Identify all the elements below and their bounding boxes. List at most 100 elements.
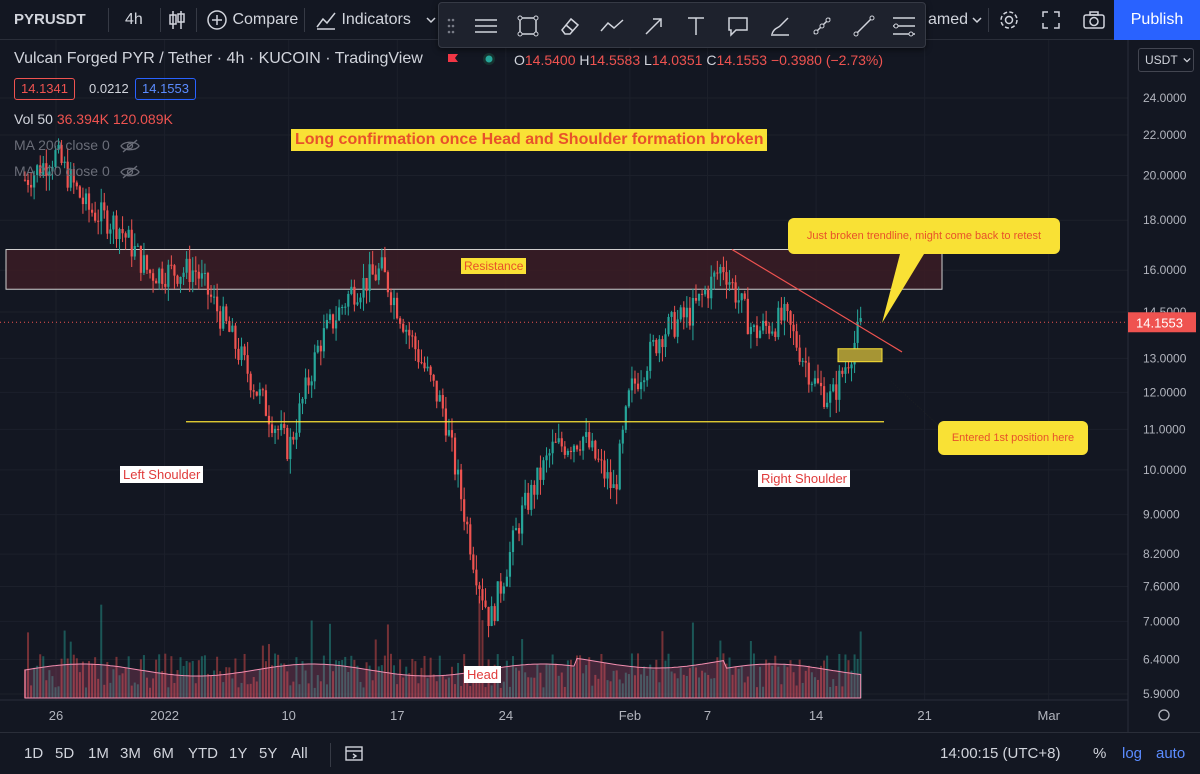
candle-body[interactable]: [112, 215, 115, 230]
candle-body[interactable]: [255, 391, 258, 396]
candle-body[interactable]: [578, 449, 582, 451]
candle-body[interactable]: [716, 272, 719, 274]
candle-body[interactable]: [301, 398, 304, 404]
candle-body[interactable]: [453, 437, 457, 475]
candle-body[interactable]: [69, 169, 72, 188]
candle-body[interactable]: [685, 307, 688, 318]
log-scale-toggle[interactable]: log: [1122, 745, 1143, 762]
path-tool-icon[interactable]: [595, 9, 629, 43]
candle-body[interactable]: [212, 296, 216, 298]
candle-body[interactable]: [167, 264, 170, 287]
candle-body[interactable]: [472, 554, 475, 570]
candle-body[interactable]: [121, 228, 124, 234]
candle-body[interactable]: [316, 345, 319, 353]
candle-body[interactable]: [502, 586, 505, 594]
candle-body[interactable]: [151, 273, 155, 281]
candle-body[interactable]: [334, 320, 338, 329]
candle-body[interactable]: [228, 321, 231, 332]
candle-body[interactable]: [511, 530, 515, 553]
candle-body[interactable]: [600, 459, 603, 461]
candle-body[interactable]: [524, 492, 527, 506]
percent-scale-toggle[interactable]: %: [1093, 745, 1107, 762]
candle-body[interactable]: [319, 345, 322, 352]
candle-body[interactable]: [758, 330, 762, 338]
candle-body[interactable]: [652, 339, 655, 342]
candle-body[interactable]: [414, 336, 417, 350]
candle-body[interactable]: [267, 415, 271, 425]
candle-body[interactable]: [66, 161, 69, 188]
candle-body[interactable]: [624, 406, 627, 430]
candle-body[interactable]: [270, 424, 274, 433]
candle-body[interactable]: [347, 293, 350, 307]
candle-body[interactable]: [81, 197, 85, 205]
candle-body[interactable]: [655, 339, 658, 354]
candle-body[interactable]: [469, 524, 472, 555]
candle-body[interactable]: [740, 293, 743, 301]
candle-body[interactable]: [374, 274, 377, 281]
candle-body[interactable]: [216, 296, 219, 312]
candle-body[interactable]: [365, 277, 368, 291]
candle-body[interactable]: [560, 438, 563, 447]
candle-body[interactable]: [246, 355, 249, 374]
candle-body[interactable]: [136, 245, 139, 247]
candle-body[interactable]: [286, 427, 289, 460]
candle-body[interactable]: [704, 290, 707, 295]
candle-body[interactable]: [838, 370, 841, 400]
entry-zone[interactable]: [837, 348, 883, 363]
candle-body[interactable]: [75, 182, 78, 187]
candle-body[interactable]: [243, 346, 246, 356]
candle-body[interactable]: [225, 306, 228, 322]
candle-body[interactable]: [777, 307, 780, 338]
candle-body[interactable]: [426, 366, 429, 369]
candle-body[interactable]: [517, 528, 521, 534]
candle-body[interactable]: [743, 293, 746, 299]
horizontal-lines-tool-icon[interactable]: [469, 9, 503, 43]
candle-body[interactable]: [170, 264, 173, 266]
candle-body[interactable]: [252, 390, 255, 392]
candle-body[interactable]: [395, 297, 399, 319]
candle-body[interactable]: [566, 450, 569, 455]
candle-body[interactable]: [478, 585, 481, 590]
candle-body[interactable]: [389, 292, 393, 306]
candle-body[interactable]: [417, 349, 420, 363]
candle-body[interactable]: [514, 528, 518, 531]
candle-body[interactable]: [148, 269, 152, 274]
candle-body[interactable]: [850, 364, 853, 369]
candle-body[interactable]: [289, 436, 292, 460]
candle-body[interactable]: [109, 229, 112, 234]
candle-body[interactable]: [57, 144, 60, 151]
candle-body[interactable]: [755, 325, 759, 338]
candle-body[interactable]: [307, 377, 310, 386]
timeframe-1m[interactable]: 1M: [88, 745, 109, 762]
candle-body[interactable]: [749, 327, 752, 335]
candle-body[interactable]: [33, 175, 36, 188]
candle-body[interactable]: [521, 505, 524, 534]
candle-body[interactable]: [710, 276, 713, 299]
candle-body[interactable]: [219, 311, 222, 329]
candle-body[interactable]: [667, 316, 670, 335]
candle-body[interactable]: [48, 171, 51, 177]
candle-body[interactable]: [106, 210, 109, 234]
candle-body[interactable]: [481, 589, 484, 601]
timeframe-6m[interactable]: 6M: [153, 745, 174, 762]
candle-body[interactable]: [496, 581, 499, 621]
candle-body[interactable]: [273, 428, 277, 433]
candle-body[interactable]: [707, 290, 710, 299]
callout-tool-icon[interactable]: [721, 9, 755, 43]
candle-body[interactable]: [697, 293, 701, 301]
candle-body[interactable]: [130, 229, 133, 257]
candle-body[interactable]: [801, 360, 804, 362]
candle-body[interactable]: [432, 374, 435, 381]
candle-body[interactable]: [405, 329, 408, 332]
candle-body[interactable]: [713, 272, 716, 277]
candle-body[interactable]: [60, 144, 63, 164]
volume-legend[interactable]: Vol 50 36.394K 120.089K: [14, 111, 173, 127]
candle-body[interactable]: [84, 193, 88, 205]
axis-settings-icon[interactable]: [1158, 709, 1170, 721]
candle-body[interactable]: [691, 297, 695, 326]
candle-body[interactable]: [249, 373, 252, 391]
settings-button[interactable]: [998, 0, 1020, 40]
brush-tool-icon[interactable]: [763, 9, 797, 43]
candle-body[interactable]: [362, 277, 365, 298]
